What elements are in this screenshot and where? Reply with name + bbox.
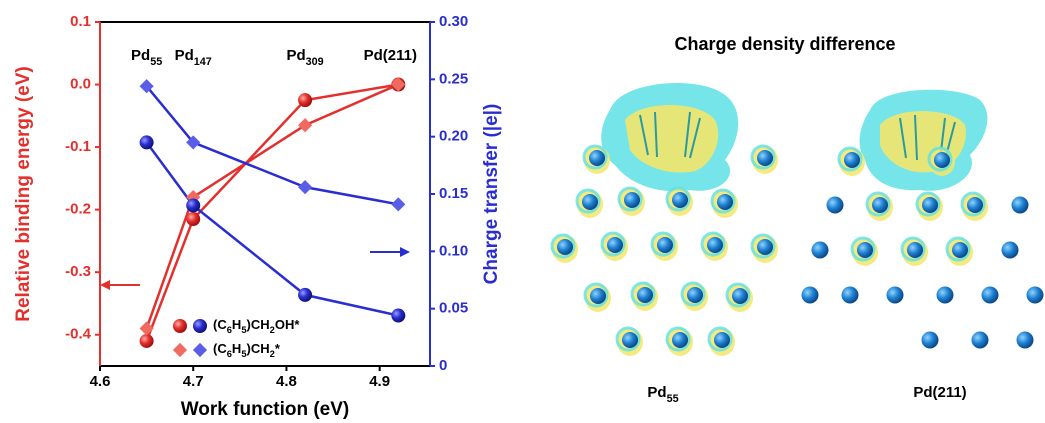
legend-label: (C6H5)CH2* [213,341,281,359]
y-axis-label: Relative binding energy (eV) [13,66,34,322]
legend-marker [173,319,187,333]
x-tick-label: 4.8 [276,373,297,390]
y2-tick-label: 0.30 [439,13,468,30]
series-line [147,85,399,341]
y-tick-label: -0.2 [65,201,91,218]
y-tick-label: -0.4 [65,326,92,343]
annotation: Pd309 [286,47,323,68]
annotation: Pd(211) [364,47,417,64]
marker [186,198,200,212]
marker [140,135,154,149]
arrow-head [400,247,410,257]
legend-label: (C6H5)CH2OH* [213,317,300,335]
y2-tick-label: 0.20 [439,128,468,145]
marker [298,93,312,107]
x-tick-label: 4.7 [183,373,204,390]
panel-label: Pd55 [647,384,678,405]
marker [140,321,154,335]
annotation: Pd147 [175,47,212,68]
annotation: Pd55 [131,47,162,68]
legend-marker [173,343,187,357]
y2-tick-label: 0.05 [439,300,468,317]
series-line [147,85,399,329]
legend-marker [193,343,207,357]
y-tick-label: 0.1 [70,13,91,30]
legend-marker [193,319,207,333]
marker [298,118,312,132]
marker [140,334,154,348]
pd55-render [552,83,778,356]
x-tick-label: 4.6 [90,373,111,390]
pd211-render [802,90,1044,349]
x-axis-label: Work function (eV) [181,399,350,420]
y2-tick-label: 0.10 [439,242,468,259]
y-tick-label: 0.0 [70,76,91,93]
y2-axis-label: Charge transfer (|e|) [481,104,502,285]
y2-tick-label: 0.25 [439,70,468,87]
y2-tick-label: 0.15 [439,185,468,202]
marker [391,309,405,323]
x-tick-label: 4.9 [369,373,390,390]
marker [298,288,312,302]
series-line [147,142,399,315]
marker [186,212,200,226]
marker [298,180,312,194]
y-tick-label: -0.1 [65,138,91,155]
y2-tick-label: 0 [439,357,447,374]
chart: 4.6 4.7 4.8 4.9 0.1 0.0 -0.1 -0.2 -0.3 -0.4 0 0.05 0… [13,13,502,420]
panel-label: Pd(211) [913,384,966,401]
y-tick-label: -0.3 [65,263,91,280]
arrow-head [100,280,110,290]
marker [391,197,405,211]
panel-title: Charge density difference [674,34,895,54]
figure: 4.6 4.7 4.8 4.9 0.1 0.0 -0.1 -0.2 -0.3 -0.4 0 0.05 0… [0,0,1045,423]
